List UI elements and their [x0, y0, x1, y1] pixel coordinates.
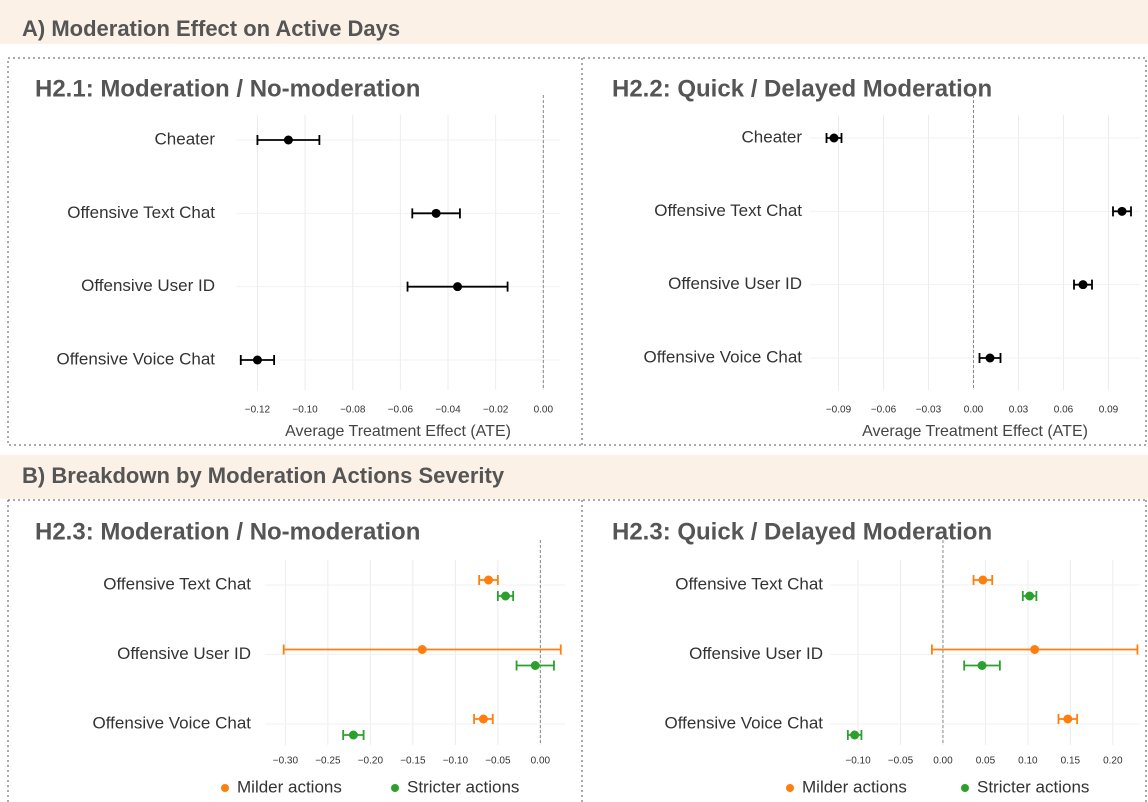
point	[453, 282, 463, 292]
x-tick-label: −0.09	[826, 405, 852, 416]
point	[431, 208, 441, 218]
x-tick-label: −0.30	[273, 756, 299, 767]
x-tick-label: −0.05	[888, 756, 914, 767]
x-tick-label: −0.05	[485, 756, 511, 767]
category-label: Cheater	[155, 129, 216, 148]
point	[1063, 714, 1073, 724]
category-label: Offensive Voice Chat	[93, 713, 252, 732]
category-label: Offensive Text Chat	[67, 203, 215, 222]
point	[1078, 280, 1088, 290]
category-label: Offensive User ID	[117, 644, 251, 663]
x-tick-label: 0.00	[933, 756, 953, 767]
category-label: Offensive User ID	[81, 276, 215, 295]
x-tick-label: −0.02	[483, 405, 509, 416]
category-label: Offensive Text Chat	[675, 574, 823, 593]
x-tick-label: 0.03	[1009, 405, 1029, 416]
x-tick-label: 0.15	[1061, 756, 1081, 767]
x-tick-label: −0.04	[435, 405, 461, 416]
x-tick-label: −0.10	[443, 756, 469, 767]
point	[829, 133, 839, 143]
category-label: Offensive Text Chat	[654, 201, 802, 220]
point	[1025, 591, 1035, 601]
x-tick-label: 0.09	[1099, 405, 1119, 416]
chart-title: H2.2: Quick / Delayed Moderation	[612, 75, 992, 102]
point	[1117, 206, 1127, 216]
point	[501, 591, 511, 601]
point	[252, 355, 262, 365]
point	[978, 575, 988, 585]
x-tick-label: 0.20	[1103, 756, 1123, 767]
legend-swatch	[786, 784, 794, 792]
category-label: Offensive User ID	[668, 274, 802, 293]
category-label: Offensive Voice Chat	[57, 349, 216, 368]
x-tick-label: 0.00	[531, 756, 551, 767]
category-label: Offensive User ID	[689, 644, 823, 663]
point	[977, 661, 987, 670]
category-label: Offensive Voice Chat	[644, 347, 803, 366]
section-band	[0, 455, 1148, 499]
point	[484, 575, 494, 585]
point	[530, 661, 540, 670]
x-tick-label: 0.00	[964, 405, 984, 416]
legend-label: Stricter actions	[407, 777, 519, 796]
section-band	[0, 0, 1148, 44]
point	[985, 353, 995, 363]
point	[478, 714, 488, 724]
x-tick-label: 0.05	[976, 756, 996, 767]
legend-label: Milder actions	[237, 777, 342, 796]
legend-swatch	[961, 784, 969, 792]
x-tick-label: 0.06	[1054, 405, 1074, 416]
x-tick-label: −0.25	[315, 756, 341, 767]
x-tick-label: −0.15	[400, 756, 426, 767]
panel-borders	[7, 57, 1147, 802]
x-axis-label: Average Treatment Effect (ATE)	[862, 423, 1088, 440]
x-tick-label: −0.06	[871, 405, 897, 416]
point	[348, 730, 358, 740]
category-label: Offensive Text Chat	[103, 574, 251, 593]
legend-swatch	[391, 784, 399, 792]
x-tick-label: −0.03	[916, 405, 942, 416]
section-title: B) Breakdown by Moderation Actions Sever…	[22, 463, 505, 488]
x-axis-label: Average Treatment Effect (ATE)	[285, 423, 511, 440]
x-tick-label: −0.10	[292, 405, 318, 416]
chart-title: H2.3: Quick / Delayed Moderation	[612, 518, 992, 545]
section-title: A) Moderation Effect on Active Days	[22, 16, 400, 41]
legend-label: Milder actions	[802, 777, 907, 796]
chart-title: H2.3: Moderation / No-moderation	[35, 518, 420, 545]
x-tick-label: −0.06	[388, 405, 414, 416]
point	[1030, 645, 1040, 654]
x-tick-label: −0.20	[358, 756, 384, 767]
chart-title: H2.1: Moderation / No-moderation	[35, 75, 420, 102]
x-tick-label: −0.10	[845, 756, 871, 767]
category-label: Cheater	[742, 127, 803, 146]
category-label: Offensive Voice Chat	[665, 713, 824, 732]
x-tick-label: 0.00	[534, 405, 554, 416]
legend-swatch	[221, 784, 229, 792]
point	[850, 730, 860, 740]
x-tick-label: −0.12	[245, 405, 271, 416]
point	[283, 135, 293, 145]
x-tick-label: −0.08	[340, 405, 366, 416]
legend-label: Stricter actions	[977, 777, 1089, 796]
x-tick-label: 0.10	[1018, 756, 1038, 767]
point	[417, 645, 427, 654]
